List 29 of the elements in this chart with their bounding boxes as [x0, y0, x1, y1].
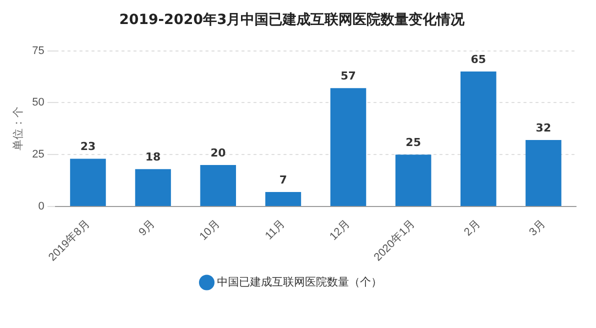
data-label: 18 — [145, 150, 161, 164]
bar — [526, 140, 562, 206]
bar — [265, 192, 302, 206]
legend-label: 中国已建成互联网医院数量（个） — [216, 276, 382, 289]
x-tick-label: 9月 — [136, 218, 158, 239]
bar — [70, 158, 106, 206]
bar — [460, 72, 496, 206]
y-axis-title: 单位：个 — [12, 106, 25, 151]
data-label: 57 — [340, 70, 356, 83]
data-label: 25 — [406, 136, 421, 149]
bar — [200, 164, 236, 206]
data-label: 23 — [80, 140, 96, 154]
x-tick-label: 12月 — [328, 218, 353, 243]
x-tick-label: 10月 — [197, 218, 222, 243]
data-label: 65 — [470, 52, 486, 66]
y-tick-label: 25 — [32, 148, 44, 161]
x-tick-label: 11月 — [263, 218, 288, 242]
bar — [395, 154, 432, 206]
bar — [330, 88, 366, 206]
y-tick-label: 75 — [32, 44, 44, 57]
y-tick-label: 50 — [32, 96, 44, 109]
x-tick-label: 2月 — [462, 218, 483, 239]
x-tick-label: 3月 — [527, 218, 548, 239]
data-label: 7 — [279, 173, 288, 186]
chart-title: 2019-2020年3月中国已建成互联网医院数量变化情况 — [119, 11, 466, 28]
data-label: 32 — [536, 121, 552, 134]
y-tick-label: 0 — [38, 200, 44, 213]
bar — [135, 169, 171, 206]
data-label: 20 — [210, 146, 226, 160]
